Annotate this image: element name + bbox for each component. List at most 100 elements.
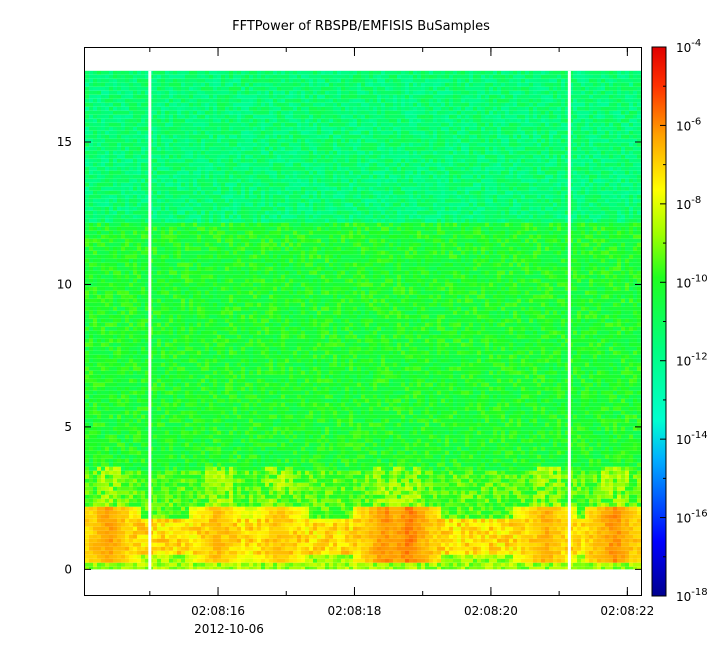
spectrogram-cell bbox=[253, 150, 257, 155]
spectrogram-cell bbox=[141, 198, 145, 203]
spectrogram-cell bbox=[393, 154, 397, 159]
spectrogram-cell bbox=[213, 130, 217, 135]
spectrogram-cell bbox=[181, 102, 185, 107]
spectrogram-cell bbox=[469, 114, 473, 119]
spectrogram-cell bbox=[609, 134, 613, 139]
spectrogram-cell bbox=[241, 110, 245, 115]
spectrogram-cell bbox=[637, 74, 641, 79]
spectrogram-cell bbox=[453, 138, 457, 143]
spectrogram-cell bbox=[437, 146, 441, 151]
spectrogram-cell bbox=[189, 162, 193, 167]
spectrogram-cell bbox=[177, 74, 181, 79]
spectrogram-cell bbox=[225, 150, 229, 155]
spectrogram-cell bbox=[137, 102, 141, 107]
spectrogram-cell bbox=[569, 126, 573, 131]
spectrogram-cell bbox=[485, 118, 489, 123]
spectrogram-cell bbox=[389, 158, 393, 163]
spectrogram-cell bbox=[353, 178, 357, 183]
spectrogram-cell bbox=[189, 206, 193, 211]
spectrogram-cell bbox=[417, 74, 421, 79]
spectrogram-cell bbox=[637, 182, 641, 187]
spectrogram-cell bbox=[509, 198, 513, 203]
spectrogram-cell bbox=[253, 130, 257, 135]
spectrogram-cell bbox=[569, 74, 573, 79]
spectrogram-cell bbox=[273, 126, 277, 131]
spectrogram-cell bbox=[409, 198, 413, 203]
spectrogram-cell bbox=[221, 174, 225, 179]
spectrogram-cell bbox=[177, 106, 181, 111]
spectrogram-cell bbox=[573, 206, 577, 211]
spectrogram-cell bbox=[557, 166, 561, 171]
spectrogram-cell bbox=[569, 98, 573, 103]
spectrogram-cell bbox=[105, 178, 109, 183]
spectrogram-cell bbox=[221, 206, 225, 211]
spectrogram-cell bbox=[237, 74, 241, 79]
spectrogram-cell bbox=[145, 138, 149, 143]
spectrogram-cell bbox=[421, 198, 425, 203]
spectrogram-cell bbox=[337, 106, 341, 111]
spectrogram-cell bbox=[349, 162, 353, 167]
spectrogram-cell bbox=[605, 78, 609, 83]
spectrogram-cell bbox=[153, 146, 157, 151]
spectrogram-cell bbox=[457, 154, 461, 159]
spectrogram-cell bbox=[349, 118, 353, 123]
spectrogram-cell bbox=[273, 102, 277, 107]
spectrogram-cell bbox=[101, 178, 105, 183]
spectrogram-cell bbox=[317, 126, 321, 131]
spectrogram-cell bbox=[365, 186, 369, 191]
spectrogram-cell bbox=[297, 78, 301, 83]
spectrogram-cell bbox=[517, 94, 521, 99]
spectrogram-cell bbox=[621, 110, 625, 115]
spectrogram-cell bbox=[529, 206, 533, 211]
spectrogram-cell bbox=[353, 206, 357, 211]
spectrogram-cell bbox=[501, 178, 505, 183]
spectrogram-cell bbox=[181, 74, 185, 79]
spectrogram-cell bbox=[181, 178, 185, 183]
spectrogram-cell bbox=[101, 142, 105, 147]
spectrogram-cell bbox=[513, 98, 517, 103]
spectrogram-cell bbox=[113, 94, 117, 99]
spectrogram-cell bbox=[489, 198, 493, 203]
spectrogram-cell bbox=[457, 166, 461, 171]
spectrogram-cell bbox=[601, 122, 605, 127]
spectrogram-cell bbox=[441, 150, 445, 155]
spectrogram-cell bbox=[489, 82, 493, 87]
spectrogram-cell bbox=[481, 206, 485, 211]
spectrogram-cell bbox=[161, 70, 165, 75]
spectrogram-cell bbox=[321, 142, 325, 147]
spectrogram-cell bbox=[281, 142, 285, 147]
spectrogram-cell bbox=[273, 118, 277, 123]
spectrogram-cell bbox=[389, 174, 393, 179]
spectrogram-cell bbox=[421, 82, 425, 87]
spectrogram-cell bbox=[593, 142, 597, 147]
spectrogram-cell bbox=[413, 110, 417, 115]
spectrogram-cell bbox=[237, 178, 241, 183]
spectrogram-cell bbox=[253, 178, 257, 183]
spectrogram-cell bbox=[449, 114, 453, 119]
spectrogram-cell bbox=[313, 202, 317, 207]
spectrogram-cell bbox=[113, 122, 117, 127]
spectrogram-cell bbox=[205, 114, 209, 119]
spectrogram-cell bbox=[613, 86, 617, 91]
spectrogram-cell bbox=[121, 70, 125, 75]
spectrogram-cell bbox=[117, 78, 121, 83]
spectrogram-cell bbox=[173, 142, 177, 147]
spectrogram-cell bbox=[277, 122, 281, 127]
spectrogram-cell bbox=[585, 90, 589, 95]
spectrogram-cell bbox=[357, 90, 361, 95]
spectrogram-cell bbox=[509, 158, 513, 163]
spectrogram-cell bbox=[405, 114, 409, 119]
spectrogram-cell bbox=[553, 70, 557, 75]
spectrogram-cell bbox=[409, 182, 413, 187]
spectrogram-cell bbox=[273, 130, 277, 135]
spectrogram-cell bbox=[269, 158, 273, 163]
spectrogram-cell bbox=[449, 82, 453, 87]
spectrogram-cell bbox=[185, 174, 189, 179]
spectrogram-cell bbox=[421, 126, 425, 131]
spectrogram-cell bbox=[525, 142, 529, 147]
spectrogram-cell bbox=[261, 178, 265, 183]
spectrogram-cell bbox=[173, 102, 177, 107]
spectrogram-cell bbox=[241, 198, 245, 203]
spectrogram-cell bbox=[469, 202, 473, 207]
spectrogram-cell bbox=[413, 174, 417, 179]
